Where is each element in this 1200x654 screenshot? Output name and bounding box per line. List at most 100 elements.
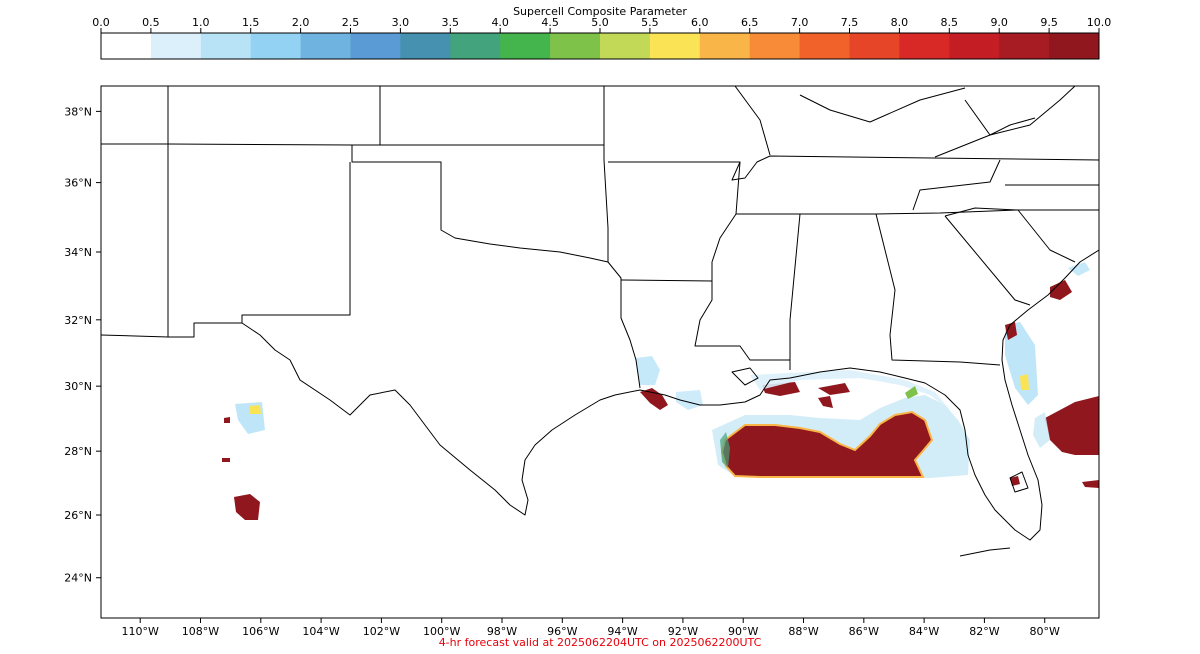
longitude-label: 108°W xyxy=(182,625,219,638)
colorbar-tick-label: 6.5 xyxy=(741,16,759,29)
colorbar-swatch xyxy=(849,33,900,59)
colorbar-tick-label: 3.5 xyxy=(442,16,460,29)
colorbar-tick-label: 9.5 xyxy=(1040,16,1058,29)
colorbar-swatch xyxy=(200,33,252,59)
colorbar-swatches xyxy=(101,33,1100,59)
colorbar-tick-label: 5.0 xyxy=(591,16,609,29)
scp-mex3 xyxy=(224,417,230,423)
colorbar-tick-label: 0.5 xyxy=(142,16,160,29)
colorbar-tick-label: 9.0 xyxy=(990,16,1008,29)
colorbar-tick-label: 1.0 xyxy=(192,16,210,29)
scp-panhandle3 xyxy=(818,396,833,408)
colorbar-tick-label: 2.0 xyxy=(292,16,310,29)
scp-field xyxy=(222,262,1099,520)
longitude-label: 90°W xyxy=(728,625,758,638)
longitude-label: 86°W xyxy=(849,625,879,638)
scp-mex1-core xyxy=(249,405,261,414)
colorbar-swatch xyxy=(699,33,751,59)
colorbar-swatch xyxy=(300,33,351,59)
colorbar-swatch xyxy=(949,33,1000,59)
latitude-labels: 38°N 36°N 34°N 32°N 30°N 28°N 26°N 24°N xyxy=(64,105,101,585)
scp-sc-halo xyxy=(1068,262,1090,276)
colorbar-tick-label: 5.5 xyxy=(641,16,659,29)
colorbar-frame xyxy=(100,32,1100,60)
latitude-label: 34°N xyxy=(64,246,92,259)
scp-gulf-core xyxy=(720,410,934,478)
scp-sc xyxy=(1050,280,1072,300)
longitude-label: 80°W xyxy=(1030,625,1060,638)
colorbar-tick-label: 8.5 xyxy=(941,16,959,29)
map-frame xyxy=(100,85,1100,619)
colorbar-swatch xyxy=(749,33,801,59)
longitude-label: 102°W xyxy=(363,625,400,638)
longitude-label: 94°W xyxy=(607,625,637,638)
longitude-label: 96°W xyxy=(547,625,577,638)
scp-mex4 xyxy=(222,458,230,462)
coastlines xyxy=(241,249,1099,557)
colorbar-title: Supercell Composite Parameter xyxy=(513,5,687,18)
scp-la-halo xyxy=(636,356,660,385)
colorbar-swatch xyxy=(350,33,401,59)
scp-atlantic-halo xyxy=(1033,412,1050,448)
colorbar-tick-label: 8.0 xyxy=(891,16,909,29)
latitude-label: 30°N xyxy=(64,380,92,393)
latitude-label: 24°N xyxy=(64,572,92,585)
longitude-label: 98°W xyxy=(487,625,517,638)
scp-atlantic-2 xyxy=(1082,480,1099,488)
colorbar-tick-label: 4.0 xyxy=(491,16,509,29)
colorbar-swatch xyxy=(450,33,501,59)
scp-panhandle-halo xyxy=(750,370,950,410)
colorbar-swatch xyxy=(899,33,950,59)
scp-mex2 xyxy=(234,494,260,520)
colorbar-tick-label: 10.0 xyxy=(1087,16,1112,29)
scp-fl-east-core xyxy=(1005,322,1017,340)
colorbar-swatch xyxy=(649,33,701,59)
colorbar-swatch xyxy=(1049,33,1100,59)
latitude-label: 36°N xyxy=(64,177,92,190)
latitude-label: 26°N xyxy=(64,509,92,522)
map: 38°N 36°N 34°N 32°N 30°N 28°N 26°N 24°N 110°W 10… xyxy=(64,85,1100,638)
colorbar-tick-label: 7.0 xyxy=(791,16,809,29)
colorbar-ticks: 0.0 0.5 1.0 1.5 2.0 2.5 3.0 3.5 4.0 4.5 5.0 5.5 6.0 6… xyxy=(92,16,1111,33)
colorbar-tick-label: 6.0 xyxy=(691,16,709,29)
longitude-label: 110°W xyxy=(122,625,159,638)
colorbar-swatch xyxy=(150,33,202,59)
colorbar-tick-label: 3.0 xyxy=(392,16,410,29)
latitude-label: 32°N xyxy=(64,314,92,327)
colorbar-tick-label: 2.5 xyxy=(342,16,360,29)
colorbar-swatch xyxy=(250,33,302,59)
colorbar-swatch xyxy=(400,33,451,59)
longitude-labels: 110°W 108°W 106°W 104°W 102°W 100°W 98°W 96°W 94… xyxy=(122,618,1060,638)
scp-la-patch xyxy=(640,388,668,410)
colorbar-tick-label: 7.5 xyxy=(841,16,859,29)
longitude-label: 104°W xyxy=(302,625,339,638)
colorbar-swatch xyxy=(550,33,601,59)
longitude-label: 100°W xyxy=(423,625,460,638)
scp-bigbend xyxy=(905,386,918,399)
colorbar-tick-label: 4.5 xyxy=(541,16,559,29)
scp-la-halo2 xyxy=(676,390,703,410)
colorbar-tick-label: 1.5 xyxy=(242,16,260,29)
scp-fl-east xyxy=(1005,322,1038,405)
colorbar-swatch xyxy=(600,33,651,59)
longitude-label: 82°W xyxy=(969,625,999,638)
colorbar-swatch xyxy=(999,33,1050,59)
longitude-label: 88°W xyxy=(788,625,818,638)
scp-fl-east-yel xyxy=(1020,374,1029,390)
map-content xyxy=(101,86,1099,557)
scp-panhandle2 xyxy=(818,383,850,395)
longitude-label: 84°W xyxy=(909,625,939,638)
latitude-label: 38°N xyxy=(64,105,92,118)
state-borders xyxy=(101,86,1099,389)
colorbar-swatch xyxy=(101,33,152,59)
longitude-label: 92°W xyxy=(668,625,698,638)
scp-fl-keys xyxy=(1010,476,1020,486)
scp-gulf-edge xyxy=(720,432,730,468)
colorbar-swatch xyxy=(500,33,551,59)
colorbar: Supercell Composite Parameter 0.0 0.5 1.0 1… xyxy=(92,5,1111,60)
scp-atlantic xyxy=(1045,396,1099,455)
longitude-label: 106°W xyxy=(242,625,279,638)
colorbar-tick-label: 0.0 xyxy=(92,16,110,29)
